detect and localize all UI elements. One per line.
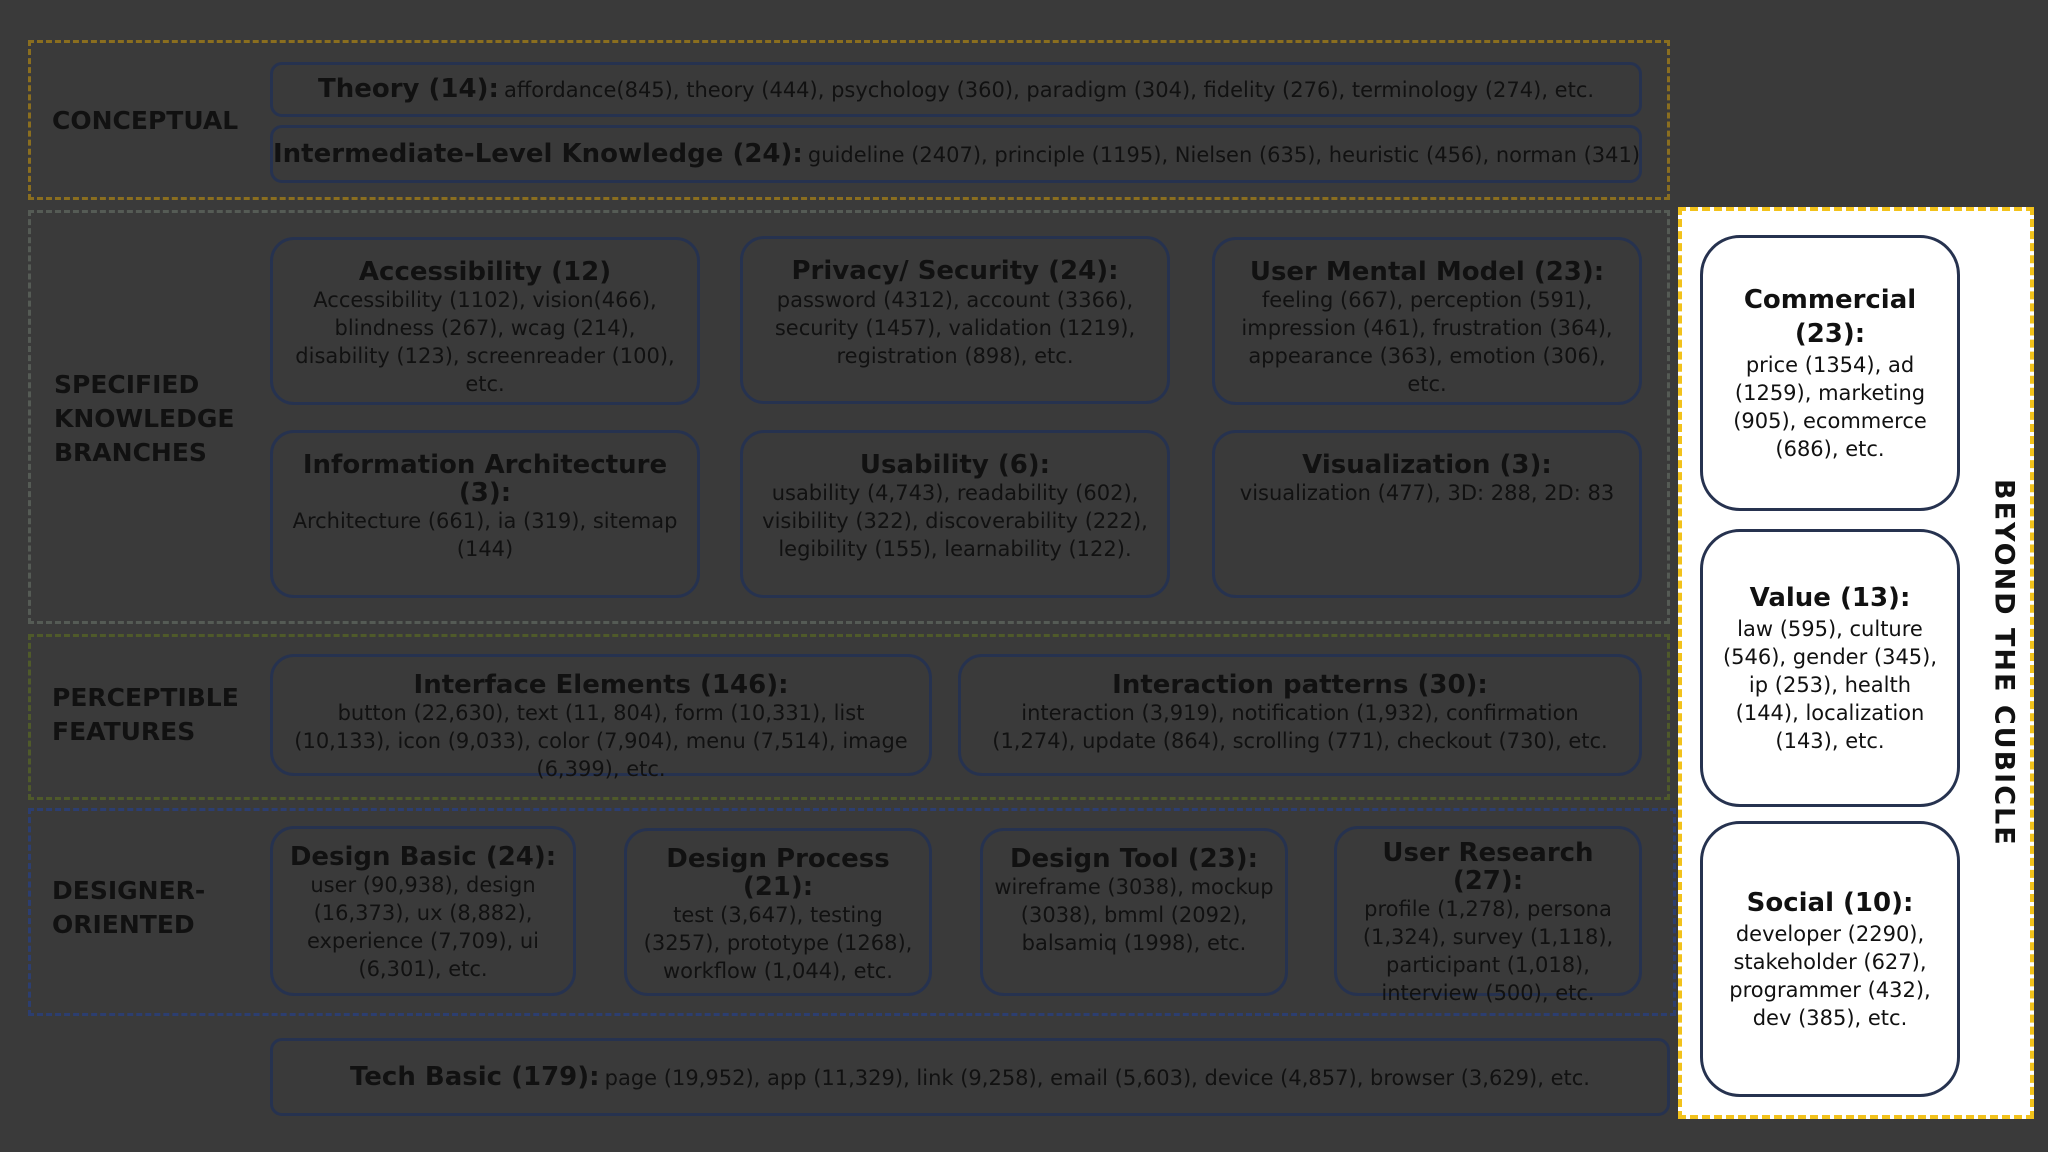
interaction-patterns-detail: interaction (3,919), notification (1,932… [992,701,1608,753]
interaction-patterns-title: Interaction patterns (30): [1112,670,1488,700]
visualization-box: Visualization (3): visualization (477), … [1212,430,1642,598]
user-research-title: User Research (27): [1382,838,1594,896]
design-basic-box: Design Basic (24): user (90,938), design… [270,826,576,996]
tech-basic-title: Tech Basic (179): [350,1062,600,1092]
theory-detail: affordance(845), theory (444), psycholog… [503,78,1595,102]
value-detail: law (595), culture (546), gender (345), … [1722,617,1938,753]
user-mental-model-box: User Mental Model (23): feeling (667), p… [1212,237,1642,405]
interface-elements-box: Interface Elements (146): button (22,630… [270,654,932,781]
design-basic-detail: user (90,938), design (16,373), ux (8,88… [306,873,540,981]
visualization-title: Visualization (3): [1302,450,1552,480]
interface-elements-title: Interface Elements (146): [413,670,789,700]
designer-oriented-label: DESIGNER- ORIENTED [52,876,206,939]
privacy-security-title: Privacy/ Security (24): [791,256,1119,286]
specified-knowledge-band [28,210,1670,624]
commercial-detail: price (1354), ad (1259), marketing (905)… [1733,353,1927,461]
beyond-the-cubicle-label: BEYOND THE CUBICLE [1988,479,2020,847]
accessibility-detail: Accessibility (1102), vision(466), blind… [295,288,675,396]
value-box: Value (13): law (595), culture (546), ge… [1700,529,1960,807]
theory-title: Theory (14): [317,74,499,104]
intermediate-knowledge-box: Intermediate-Level Knowledge (24): guide… [270,125,1642,183]
beyond-the-cubicle-label-wrap: BEYOND THE CUBICLE [1982,211,2026,1115]
user-mental-model-detail: feeling (667), perception (591), impress… [1241,288,1613,396]
social-box: Social (10): developer (2290), stakehold… [1700,821,1960,1097]
value-title: Value (13): [1749,583,1911,613]
interface-elements-detail: button (22,630), text (11, 804), form (1… [294,701,908,781]
design-tool-title: Design Tool (23): [1009,844,1259,874]
design-process-detail: test (3,647), testing (3257), prototype … [643,903,913,983]
design-process-box: Design Process (21): test (3,647), testi… [624,828,932,996]
commercial-box: Commercial (23): price (1354), ad (1259)… [1700,235,1960,511]
intermediate-knowledge-detail: guideline (2407), principle (1195), Niel… [807,143,1642,167]
social-detail: developer (2290), stakeholder (627), pro… [1729,922,1931,1030]
specified-knowledge-label: SPECIFIED KNOWLEDGE BRANCHES [54,370,235,467]
beyond-the-cubicle-panel: Commercial (23): price (1354), ad (1259)… [1678,207,2034,1119]
perceptible-features-band [28,634,1670,800]
design-tool-box: Design Tool (23): wireframe (3038), mock… [980,828,1288,996]
privacy-security-detail: password (4312), account (3366), securit… [774,288,1136,368]
information-architecture-box: Information Architecture (3): Architectu… [270,430,700,598]
usability-box: Usability (6): usability (4,743), readab… [740,430,1170,598]
conceptual-label: CONCEPTUAL [52,106,239,135]
accessibility-title: Accessibility (12) [358,257,612,287]
usability-detail: usability (4,743), readability (602), vi… [762,481,1148,561]
theory-box: Theory (14): affordance(845), theory (44… [270,62,1642,117]
design-process-title: Design Process (21): [666,844,890,902]
usability-title: Usability (6): [859,450,1051,480]
privacy-security-box: Privacy/ Security (24): password (4312),… [740,236,1170,404]
user-research-detail: profile (1,278), persona (1,324), survey… [1362,897,1614,1005]
information-architecture-title: Information Architecture (3): [302,450,668,508]
tech-basic-detail: page (19,952), app (11,329), link (9,258… [604,1066,1590,1090]
information-architecture-detail: Architecture (661), ia (319), sitemap (1… [292,509,678,561]
intermediate-knowledge-title: Intermediate-Level Knowledge (24): [273,139,803,169]
commercial-title: Commercial (23): [1743,285,1917,349]
design-tool-detail: wireframe (3038), mockup (3038), bmml (2… [994,875,1274,955]
tech-basic-box: Tech Basic (179): page (19,952), app (11… [270,1038,1670,1116]
user-research-box: User Research (27): profile (1,278), per… [1334,826,1642,1005]
accessibility-box: Accessibility (12) Accessibility (1102),… [270,237,700,405]
perceptible-features-label: PERCEPTIBLE FEATURES [52,683,239,746]
social-title: Social (10): [1746,888,1914,918]
visualization-detail: visualization (477), 3D: 288, 2D: 83 [1239,481,1615,505]
design-basic-title: Design Basic (24): [289,842,557,872]
designer-oriented-band [28,808,1676,1016]
interaction-patterns-box: Interaction patterns (30): interaction (… [958,654,1642,776]
conceptual-band [28,40,1670,200]
user-mental-model-title: User Mental Model (23): [1249,257,1605,287]
